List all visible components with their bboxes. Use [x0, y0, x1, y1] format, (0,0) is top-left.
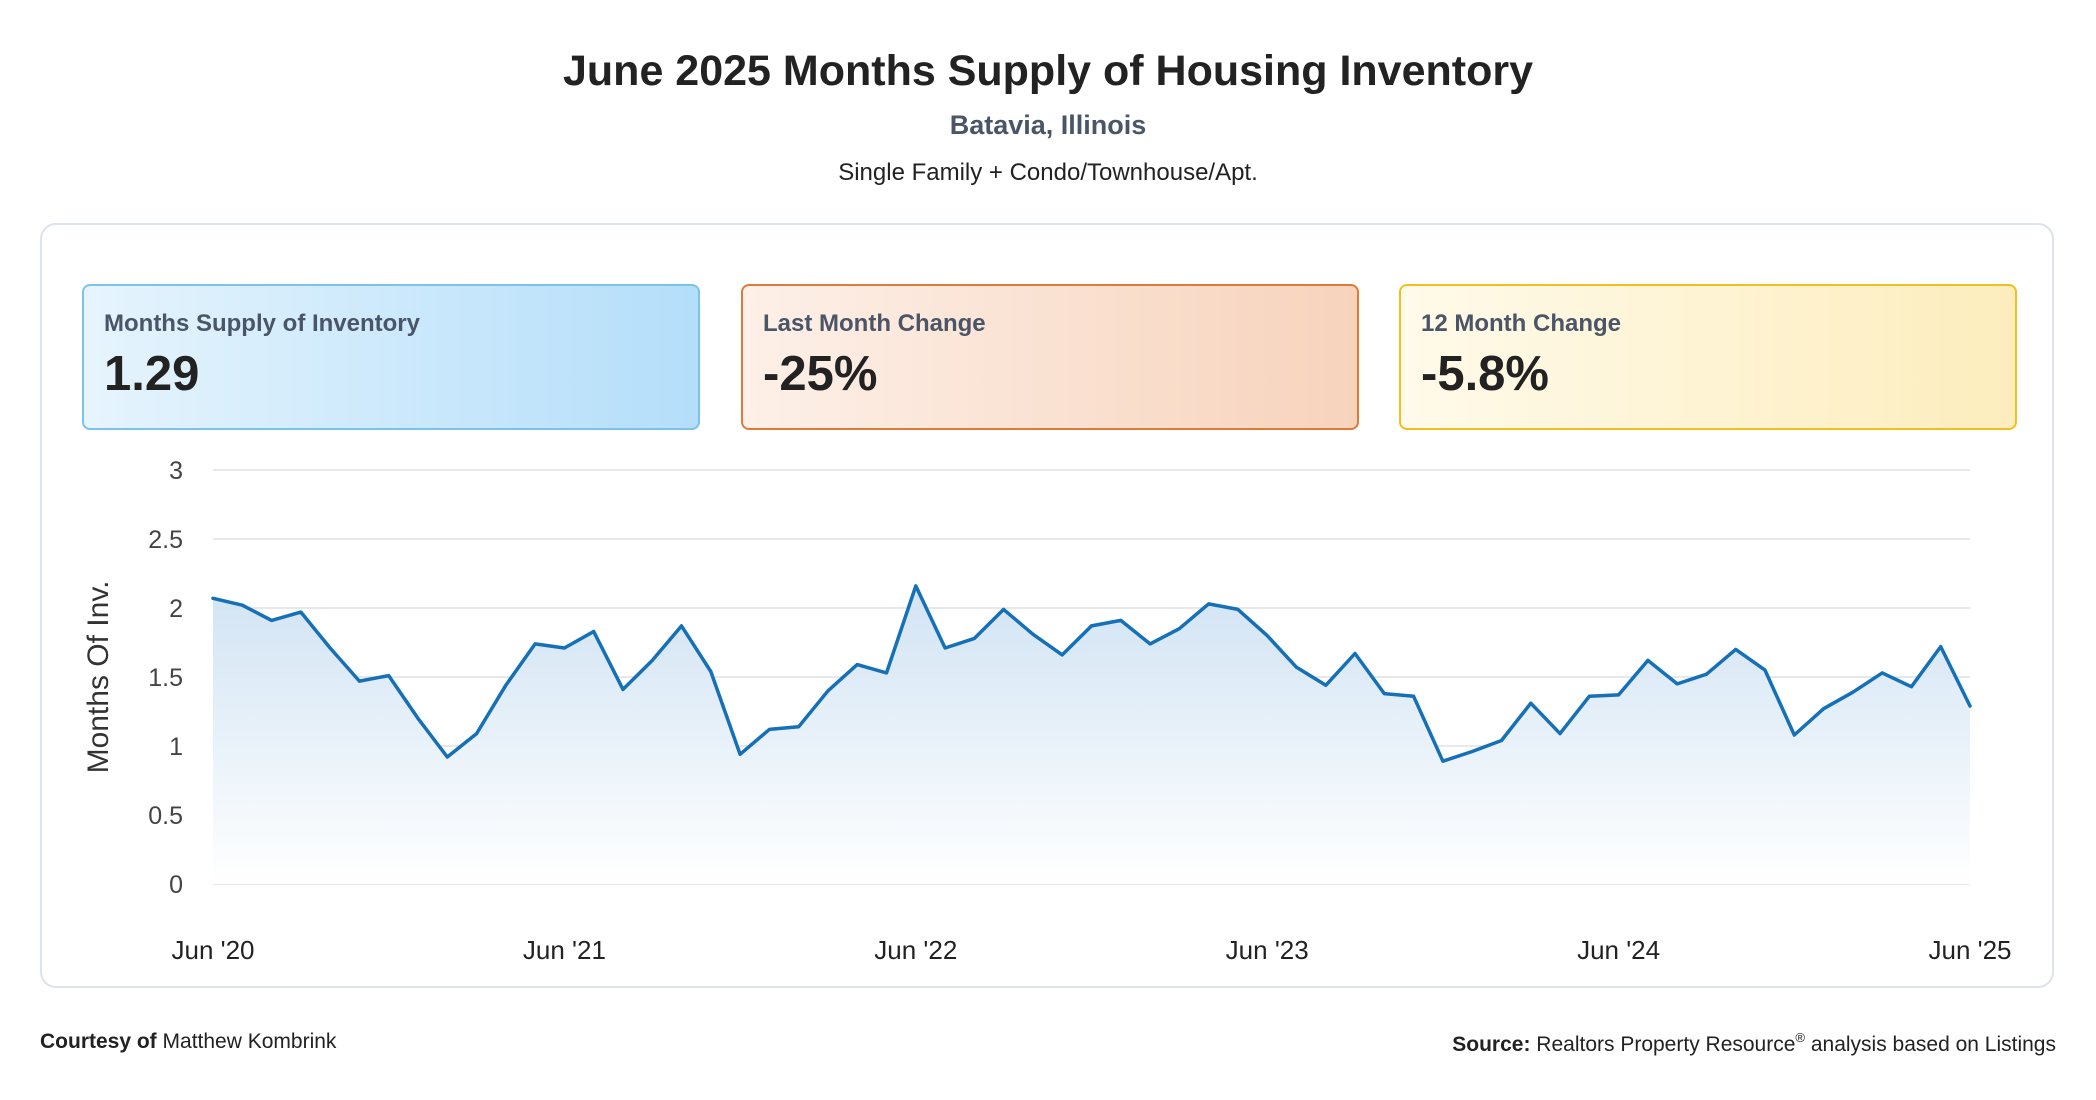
data-point — [1119, 618, 1123, 622]
x-tick-label: Jun '25 — [1928, 935, 2011, 965]
data-point — [1558, 732, 1562, 736]
x-tick-label: Jun '23 — [1226, 935, 1309, 965]
last-month-change-value: -25% — [763, 347, 878, 401]
data-point — [1236, 607, 1240, 611]
data-point — [533, 642, 537, 646]
y-tick-label: 2.5 — [148, 526, 183, 554]
series-area-fill — [213, 585, 1970, 884]
data-point — [1324, 683, 1328, 687]
data-point — [357, 679, 361, 683]
data-point — [1090, 624, 1093, 628]
courtesy-name: Matthew Kombrink — [162, 1030, 337, 1053]
data-point — [1968, 704, 1972, 708]
data-point — [1002, 607, 1006, 611]
data-point — [1499, 738, 1503, 742]
y-tick-label: 1 — [169, 733, 183, 761]
data-point — [1412, 694, 1416, 698]
last-month-change-card: Last Month Change -25% — [741, 284, 1359, 430]
data-point — [621, 687, 625, 691]
data-point — [1148, 642, 1152, 646]
data-point — [240, 603, 244, 607]
data-point — [387, 674, 391, 678]
months-supply-line-chart: 0 0.5 1 1.5 2 2.5 3 Jun '20 Jun '21 Jun '22 Jun '2… — [82, 457, 2012, 965]
x-tick-label: Jun '21 — [523, 935, 606, 965]
data-point — [1617, 693, 1621, 697]
data-point — [650, 658, 654, 662]
data-point — [1441, 759, 1445, 763]
y-tick-label: 0.5 — [148, 802, 183, 830]
data-point — [855, 663, 859, 667]
data-point — [1529, 701, 1533, 705]
data-point — [1704, 672, 1708, 676]
months-supply-value: 1.29 — [104, 347, 200, 401]
data-point — [1207, 602, 1211, 606]
x-tick-label: Jun '20 — [171, 935, 254, 965]
data-point — [1294, 665, 1298, 669]
data-point — [1763, 668, 1767, 672]
data-point — [1939, 645, 1943, 649]
last-month-change-label: Last Month Change — [763, 310, 986, 337]
data-point — [562, 646, 566, 650]
y-tick-label: 2 — [169, 595, 183, 623]
data-point — [1382, 692, 1386, 696]
courtesy-credit: Courtesy of Matthew Kombrink — [40, 1030, 336, 1054]
y-tick-label: 1.5 — [148, 664, 183, 692]
data-point — [1822, 707, 1826, 711]
page-title: June 2025 Months Supply of Housing Inven… — [563, 47, 1533, 95]
data-point — [504, 683, 508, 687]
property-types-subtitle: Single Family + Condo/Townhouse/Apt. — [838, 159, 1258, 186]
source-text-b: analysis based on Listings — [1805, 1033, 2056, 1056]
data-point — [592, 629, 596, 633]
data-point — [1880, 671, 1884, 675]
data-point — [680, 624, 684, 628]
data-point — [445, 755, 449, 759]
months-supply-card: Months Supply of Inventory 1.29 — [82, 284, 700, 430]
data-point — [416, 716, 420, 720]
location-subtitle: Batavia, Illinois — [949, 110, 1147, 140]
data-point — [1060, 653, 1064, 657]
twelve-month-change-label: 12 Month Change — [1421, 310, 1622, 337]
data-point — [1265, 634, 1269, 638]
y-tick-label: 3 — [169, 457, 183, 485]
data-point — [767, 727, 771, 731]
data-point — [1851, 690, 1855, 694]
source-text-a: Realtors Property Resource — [1536, 1033, 1796, 1056]
data-point — [826, 689, 830, 693]
data-point — [738, 752, 742, 756]
courtesy-label: Courtesy of — [40, 1030, 157, 1053]
y-axis-label: Months Of Inv. — [82, 581, 115, 774]
months-supply-label: Months Supply of Inventory — [104, 310, 420, 337]
data-point — [885, 671, 889, 675]
data-point — [475, 732, 479, 736]
data-point — [972, 636, 976, 640]
data-point — [299, 610, 303, 614]
data-point — [1470, 750, 1474, 754]
data-point — [1177, 627, 1181, 631]
twelve-month-change-card: 12 Month Change -5.8% — [1399, 284, 2017, 430]
data-point — [1587, 694, 1591, 698]
data-point — [1909, 685, 1913, 689]
x-tick-label: Jun '24 — [1577, 935, 1660, 965]
data-point — [270, 618, 274, 622]
data-point — [1353, 652, 1357, 656]
y-tick-label: 0 — [169, 871, 183, 899]
source-label: Source: — [1452, 1033, 1531, 1056]
data-point — [328, 646, 332, 650]
data-point — [943, 646, 947, 650]
data-point — [914, 584, 918, 588]
data-point — [1792, 733, 1796, 737]
twelve-month-change-value: -5.8% — [1421, 347, 1550, 401]
data-point — [797, 725, 801, 729]
source-credit: Source: Realtors Property Resource® anal… — [1452, 1030, 2056, 1057]
x-tick-label: Jun '22 — [874, 935, 957, 965]
data-point — [1675, 682, 1679, 686]
data-point — [709, 669, 713, 673]
data-point — [1646, 658, 1650, 662]
data-point — [1734, 647, 1738, 651]
registered-mark: ® — [1795, 1030, 1805, 1045]
data-point — [1031, 632, 1035, 636]
data-point — [211, 596, 215, 600]
